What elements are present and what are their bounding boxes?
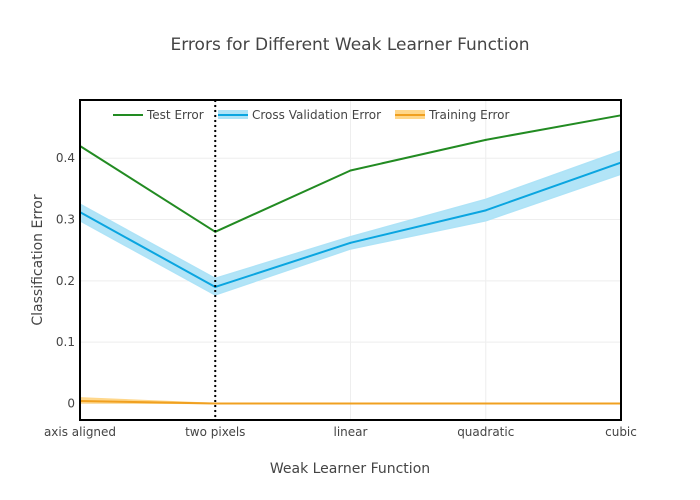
y-tick-label-2: 0.2 [56, 274, 75, 288]
x-tick-label-axis-aligned: axis aligned [44, 425, 116, 439]
x-tick-label-quadratic: quadratic [457, 425, 514, 439]
y-tick-label-3: 0.3 [56, 213, 75, 227]
data-point-test-error-quadratic [484, 138, 487, 141]
y-tick-label-1: 0.1 [56, 335, 75, 349]
y-tick-label-0: 0 [67, 396, 75, 410]
legend-label-training-error: Training Error [428, 108, 509, 122]
series-lines [79, 114, 622, 405]
data-point-test-error-linear [349, 169, 352, 172]
x-tick-label-cubic: cubic [605, 425, 637, 439]
y-tick-label-4: 0.4 [56, 151, 75, 165]
data-point-training-error-quadratic [484, 402, 487, 405]
legend-label-test-error: Test Error [146, 108, 204, 122]
legend: Test Error Cross Validation Error Training… [113, 108, 509, 122]
legend-label-cross-validation-error: Cross Validation Error [252, 108, 381, 122]
y-tick-labels: 0 0.1 0.2 0.3 0.4 [56, 151, 75, 410]
x-tick-labels: axis aligned two pixels linear quadratic cub… [44, 425, 637, 439]
data-point-training-error-two-pixels [214, 402, 217, 405]
x-axis-title: Weak Learner Function [270, 461, 430, 477]
plot-frame [79, 99, 622, 421]
data-point-training-error-linear [349, 402, 352, 405]
data-point-cross-validation-error-quadratic [484, 209, 487, 212]
chart-title: Errors for Different Weak Learner Functi… [171, 35, 530, 55]
x-tick-label-two-pixels: two pixels [185, 425, 245, 439]
data-point-cross-validation-error-linear [349, 241, 352, 244]
x-tick-label-linear: linear [334, 425, 368, 439]
y-axis-title: Classification Error [30, 194, 46, 325]
